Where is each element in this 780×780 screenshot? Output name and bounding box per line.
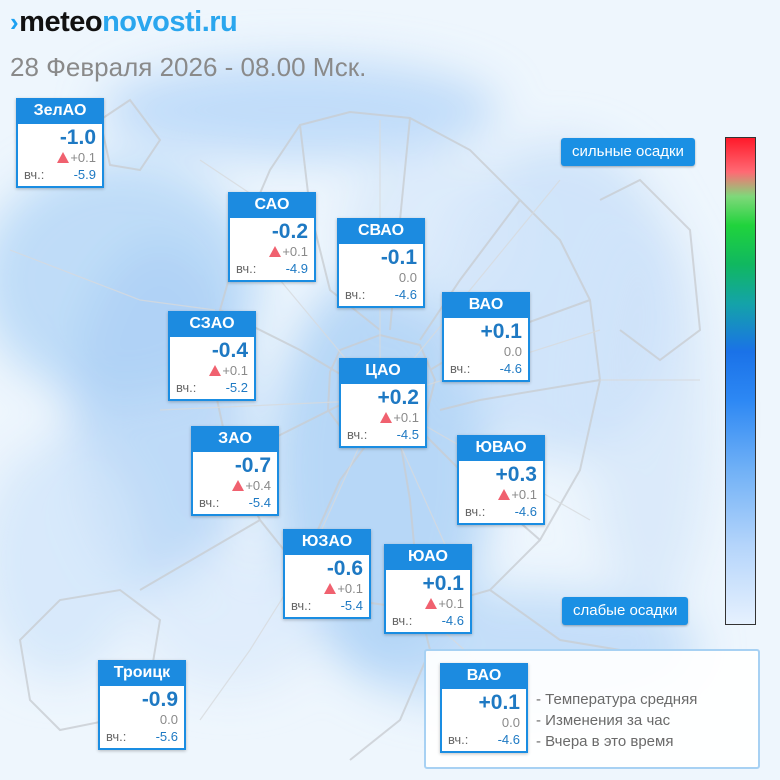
district-card-yuao[interactable]: ЮАО +0.1 +0.1 вч.: -4.6: [384, 544, 472, 634]
avg-temperature: +0.1: [480, 320, 522, 343]
light-precipitation-label: слабые осадки: [562, 597, 689, 625]
district-name: ЮВАО: [457, 435, 545, 461]
legend-line-yesterday: - Вчера в это время: [536, 733, 674, 750]
logo-text: meteo: [19, 6, 103, 38]
yesterday-row: вч.: -4.5: [347, 427, 419, 442]
district-name: СВАО: [337, 218, 425, 244]
hourly-change: +0.4: [193, 478, 277, 494]
yesterday-row: вч.: -5.6: [106, 729, 178, 744]
trend-up-icon: [209, 365, 222, 376]
yesterday-row: вч.: -4.6: [392, 613, 464, 628]
hourly-change: +0.1: [230, 244, 314, 260]
trend-up-icon: [498, 489, 511, 500]
hourly-change: +0.1: [18, 150, 102, 166]
district-card-vao[interactable]: ВАО +0.1 0.0 вч.: -4.6: [442, 292, 530, 382]
avg-temperature: -0.7: [234, 454, 271, 477]
yesterday-row: вч.: -4.6: [448, 732, 520, 747]
hourly-change: 0.0: [398, 270, 417, 285]
hourly-change: +0.1: [386, 596, 470, 612]
avg-temperature: -1.0: [59, 126, 96, 149]
legend-line-hourly-change: - Изменения за час: [536, 712, 671, 729]
district-name: СЗАО: [168, 311, 256, 337]
legend-example-card: ВАО +0.1 0.0 вч.: -4.6: [440, 663, 528, 753]
hourly-change: 0.0: [159, 712, 178, 727]
precipitation-intensity-scale: [725, 137, 756, 625]
yesterday-row: вч.: -4.6: [465, 504, 537, 519]
logo-accent-text: novosti.ru: [102, 6, 238, 38]
yesterday-row: вч.: -5.4: [199, 495, 271, 510]
district-card-zao[interactable]: ЗАО -0.7 +0.4 вч.: -5.4: [191, 426, 279, 516]
forecast-datetime: 28 Февраля 2026 - 08.00 Мск.: [10, 52, 367, 82]
district-name: ЗАО: [191, 426, 279, 452]
yesterday-row: вч.: -4.6: [450, 361, 522, 376]
yesterday-row: вч.: -4.9: [236, 261, 308, 276]
district-card-svao[interactable]: СВАО -0.1 0.0 вч.: -4.6: [337, 218, 425, 308]
district-card-cao[interactable]: ЦАО +0.2 +0.1 вч.: -4.5: [339, 358, 427, 448]
trend-up-icon: [232, 480, 245, 491]
district-card-zelao[interactable]: ЗелАО -1.0 +0.1 вч.: -5.9: [16, 98, 104, 188]
avg-temperature: +0.1: [422, 572, 464, 595]
hourly-change: +0.1: [170, 363, 254, 379]
hourly-change: +0.1: [285, 581, 369, 597]
trend-up-icon: [425, 598, 438, 609]
hourly-change: 0.0: [503, 344, 522, 359]
district-name: ВАО: [440, 663, 528, 689]
yesterday-row: вч.: -5.9: [24, 167, 96, 182]
district-name: ЦАО: [339, 358, 427, 384]
trend-up-icon: [380, 412, 393, 423]
district-card-troitsk[interactable]: Троицк -0.9 0.0 вч.: -5.6: [98, 660, 186, 750]
district-card-yuzao[interactable]: ЮЗАО -0.6 +0.1 вч.: -5.4: [283, 529, 371, 619]
district-card-yuvao[interactable]: ЮВАО +0.3 +0.1 вч.: -4.6: [457, 435, 545, 525]
district-name: ЗелАО: [16, 98, 104, 124]
logo-mark-icon: ›: [10, 7, 19, 37]
legend-line-average-temp: - Температура средняя: [536, 691, 698, 708]
hourly-change: +0.1: [459, 487, 543, 503]
avg-temperature: -0.2: [271, 220, 308, 243]
avg-temperature: -0.6: [326, 557, 363, 580]
district-card-sao[interactable]: САО -0.2 +0.1 вч.: -4.9: [228, 192, 316, 282]
yesterday-row: вч.: -4.6: [345, 287, 417, 302]
avg-temperature: +0.3: [495, 463, 537, 486]
district-name: САО: [228, 192, 316, 218]
yesterday-row: вч.: -5.2: [176, 380, 248, 395]
avg-temperature: -0.1: [380, 246, 417, 269]
hourly-change: +0.1: [341, 410, 425, 426]
district-name: ВАО: [442, 292, 530, 318]
trend-up-icon: [57, 152, 70, 163]
avg-temperature: -0.9: [141, 688, 178, 711]
heavy-precipitation-label: сильные осадки: [561, 138, 695, 166]
district-name: ЮЗАО: [283, 529, 371, 555]
yesterday-row: вч.: -5.4: [291, 598, 363, 613]
legend-descriptions: - Температура средняя - Изменения за час…: [536, 689, 697, 752]
avg-temperature: -0.4: [211, 339, 248, 362]
district-name: ЮАО: [384, 544, 472, 570]
site-logo[interactable]: ›meteonovosti.ru: [10, 6, 238, 39]
district-card-szao[interactable]: СЗАО -0.4 +0.1 вч.: -5.2: [168, 311, 256, 401]
avg-temperature: +0.1: [478, 691, 520, 714]
hourly-change: 0.0: [501, 715, 520, 730]
legend-panel: ВАО +0.1 0.0 вч.: -4.6 - Температура сред…: [424, 649, 760, 769]
avg-temperature: +0.2: [377, 386, 419, 409]
district-name: Троицк: [98, 660, 186, 686]
trend-up-icon: [269, 246, 282, 257]
trend-up-icon: [324, 583, 337, 594]
